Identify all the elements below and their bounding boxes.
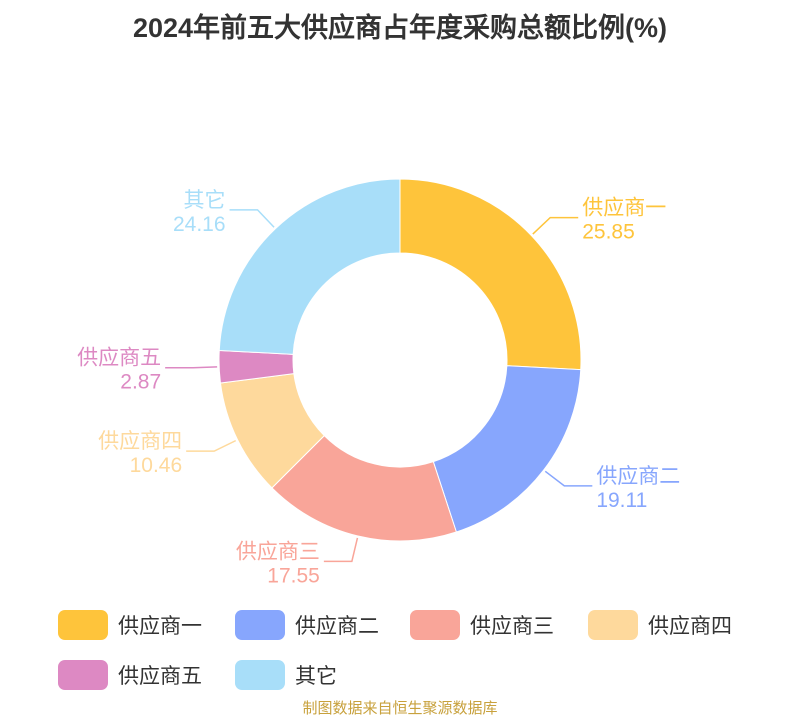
legend-item[interactable]: 供应商三 [410,610,554,640]
leader-line [544,470,593,487]
donut-slice[interactable] [399,178,582,371]
legend-item[interactable]: 供应商四 [588,610,732,640]
donut-slice[interactable] [432,365,582,533]
slice-value-label: 10.46 [130,454,183,477]
legend-swatch [58,610,108,640]
legend-label: 供应商一 [118,615,202,638]
legend-label: 其它 [295,665,337,688]
legend-label: 供应商五 [118,665,202,688]
legend-swatch [410,610,460,640]
slice-value-label: 19.11 [596,489,647,512]
slice-value-label: 2.87 [120,371,161,394]
leader-line [323,537,359,563]
slice-name-label: 供应商四 [98,430,182,453]
legend-swatch [58,660,108,690]
leader-line [165,366,218,369]
slice-value-label: 17.55 [267,564,320,587]
legend-label: 供应商四 [648,615,732,638]
slice-name-label: 其它 [184,189,226,212]
slice-name-label: 供应商五 [77,347,161,370]
slice-name-label: 供应商二 [596,465,680,488]
legend-item[interactable]: 供应商五 [58,660,202,690]
legend-label: 供应商三 [470,615,554,638]
slice-value-label: 24.16 [173,213,226,236]
legend-swatch [588,610,638,640]
source-note: 制图数据来自恒生聚源数据库 [302,700,498,717]
legend-item[interactable]: 供应商一 [58,610,202,640]
legend-swatch [235,610,285,640]
chart-title: 2024年前五大供应商占年度采购总额比例(%) [132,13,668,43]
donut-slice[interactable] [218,178,401,355]
leader-line [229,209,275,228]
legend-label: 供应商二 [295,615,379,638]
legend-item[interactable]: 供应商二 [235,610,379,640]
slice-name-label: 供应商三 [236,540,320,563]
legend-item[interactable]: 其它 [235,660,337,690]
slice-value-label: 25.85 [582,221,635,244]
leader-line [532,216,579,235]
leader-line [186,439,237,452]
slice-name-label: 供应商一 [582,197,666,220]
legend-swatch [235,660,285,690]
